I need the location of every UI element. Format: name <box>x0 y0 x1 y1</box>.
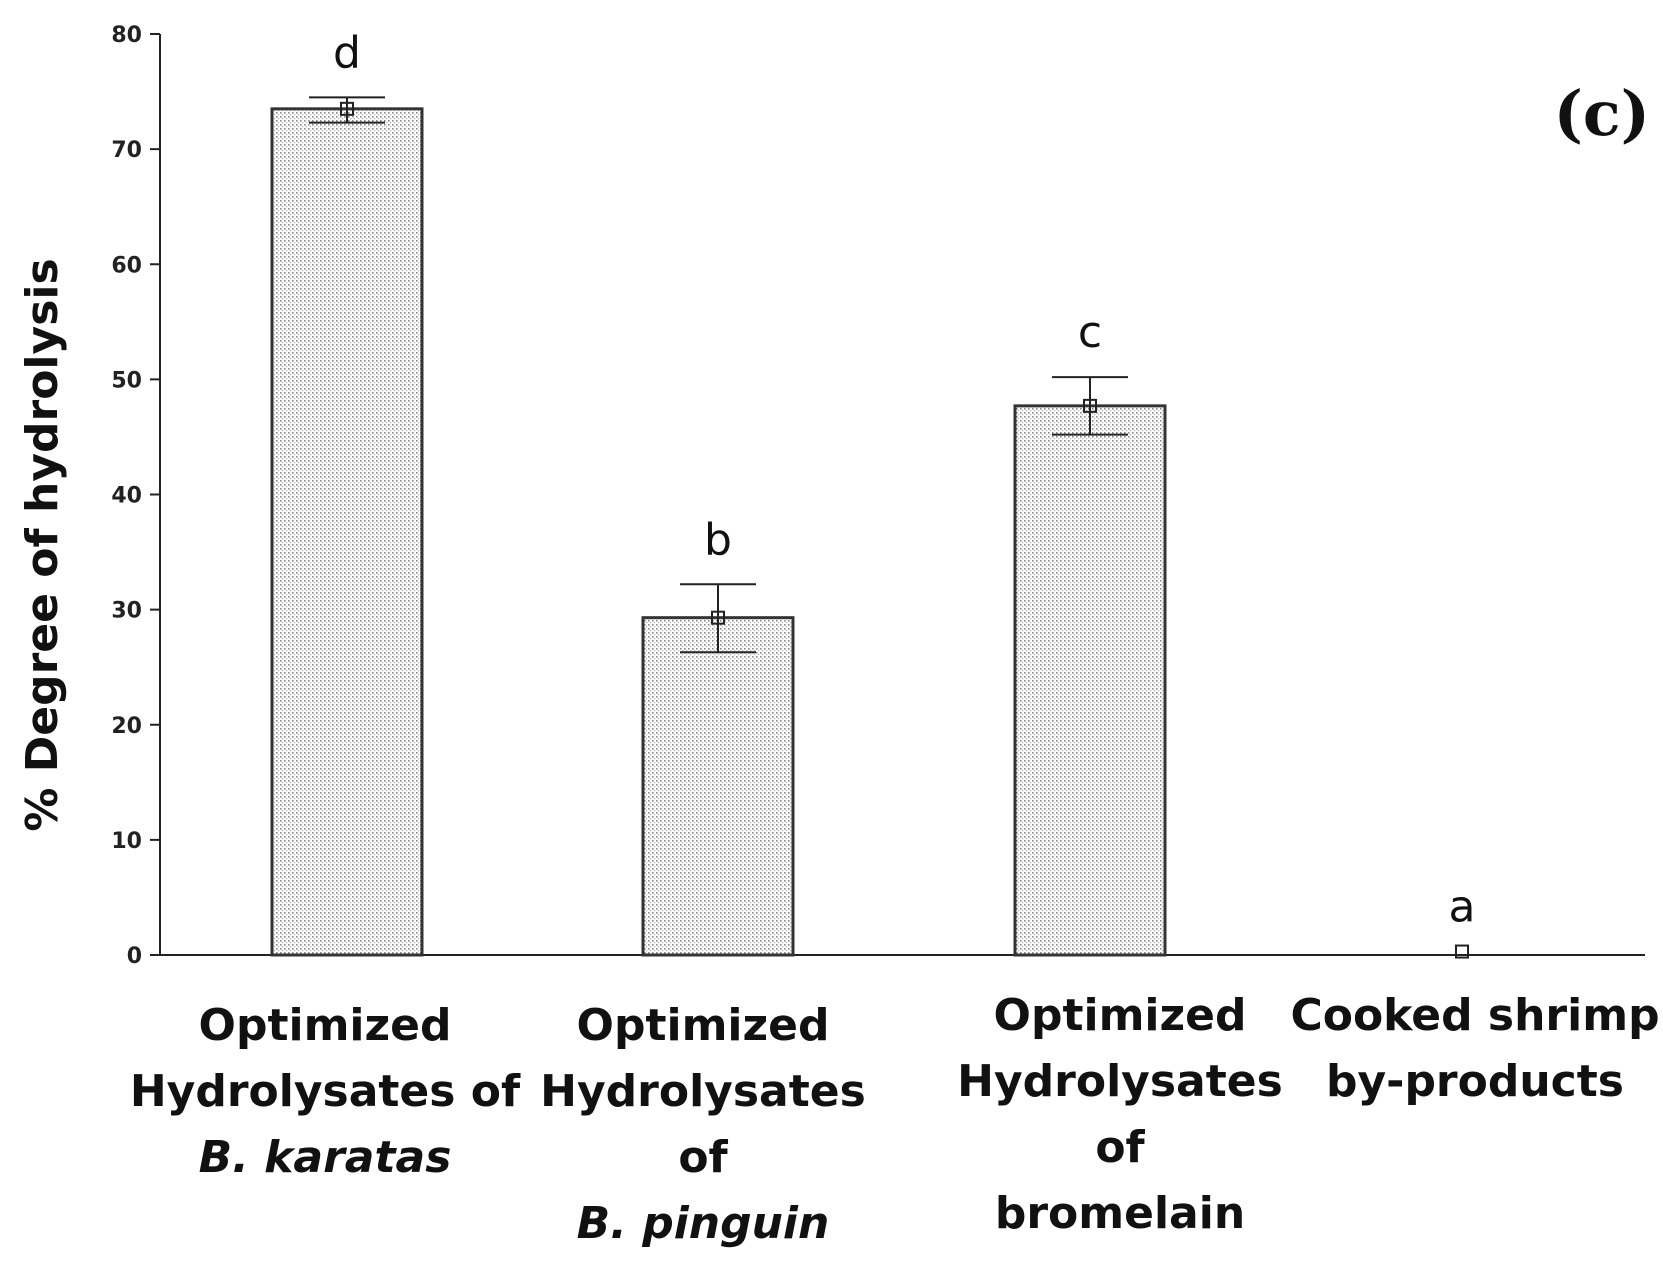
y-tick-label: 50 <box>111 368 142 393</box>
x-category-label-line: B. pinguin <box>577 1198 830 1249</box>
y-tick-label: 70 <box>111 138 142 163</box>
y-tick-label: 30 <box>111 599 142 624</box>
y-tick-label: 10 <box>111 829 142 854</box>
bar <box>641 616 795 957</box>
mean-marker <box>1455 944 1469 959</box>
bar-group: b <box>641 514 795 957</box>
x-category-label-line: Optimized <box>199 1000 452 1051</box>
bar-group: d <box>270 27 424 957</box>
x-category-label-line: Hydrolysates <box>957 1056 1283 1107</box>
significance-letter: c <box>1078 307 1102 358</box>
x-category-label-line: Hydrolysates of <box>130 1066 521 1117</box>
y-tick-label: 60 <box>111 253 142 278</box>
bar-group: c <box>1013 307 1167 957</box>
y-axis-label: % Degree of hydrolysis <box>17 258 68 831</box>
x-category-label: Optimized Hydrolysates of B. karatas <box>130 1000 521 1183</box>
x-category-label-line: Optimized <box>994 990 1247 1041</box>
significance-letter: a <box>1449 882 1476 933</box>
x-category-label-line: of <box>678 1132 728 1183</box>
bar-group: a <box>1449 882 1476 959</box>
x-category-label: Optimized Hydrolysates of B. pinguin <box>540 1000 866 1249</box>
x-category-label: Optimized Hydrolysates of bromelain <box>957 990 1283 1239</box>
y-tick-label: 40 <box>111 484 142 509</box>
mean-marker <box>1083 398 1097 413</box>
y-tick-label: 20 <box>111 714 142 739</box>
x-category-label-line: bromelain <box>995 1188 1245 1239</box>
x-category-label-line: Hydrolysates <box>540 1066 866 1117</box>
y-tick-label: 80 <box>111 23 142 48</box>
bar <box>1013 404 1167 957</box>
x-category-label: Cooked shrimp by-products <box>1290 990 1659 1107</box>
x-category-label-line: of <box>1095 1122 1145 1173</box>
mean-marker <box>340 101 354 116</box>
y-tick-label: 0 <box>127 944 142 969</box>
x-category-label-line: Optimized <box>577 1000 830 1051</box>
bar <box>270 107 424 957</box>
significance-letter: d <box>333 27 361 78</box>
y-axis: 0 10 20 30 40 50 60 70 80 <box>111 23 161 969</box>
significance-letter: b <box>704 514 732 565</box>
panel-label: (c) <box>1554 77 1650 150</box>
x-category-label-line: B. karatas <box>199 1132 452 1183</box>
x-category-label-line: by-products <box>1326 1056 1624 1107</box>
x-category-label-line: Cooked shrimp <box>1290 990 1659 1041</box>
mean-marker <box>711 610 725 625</box>
